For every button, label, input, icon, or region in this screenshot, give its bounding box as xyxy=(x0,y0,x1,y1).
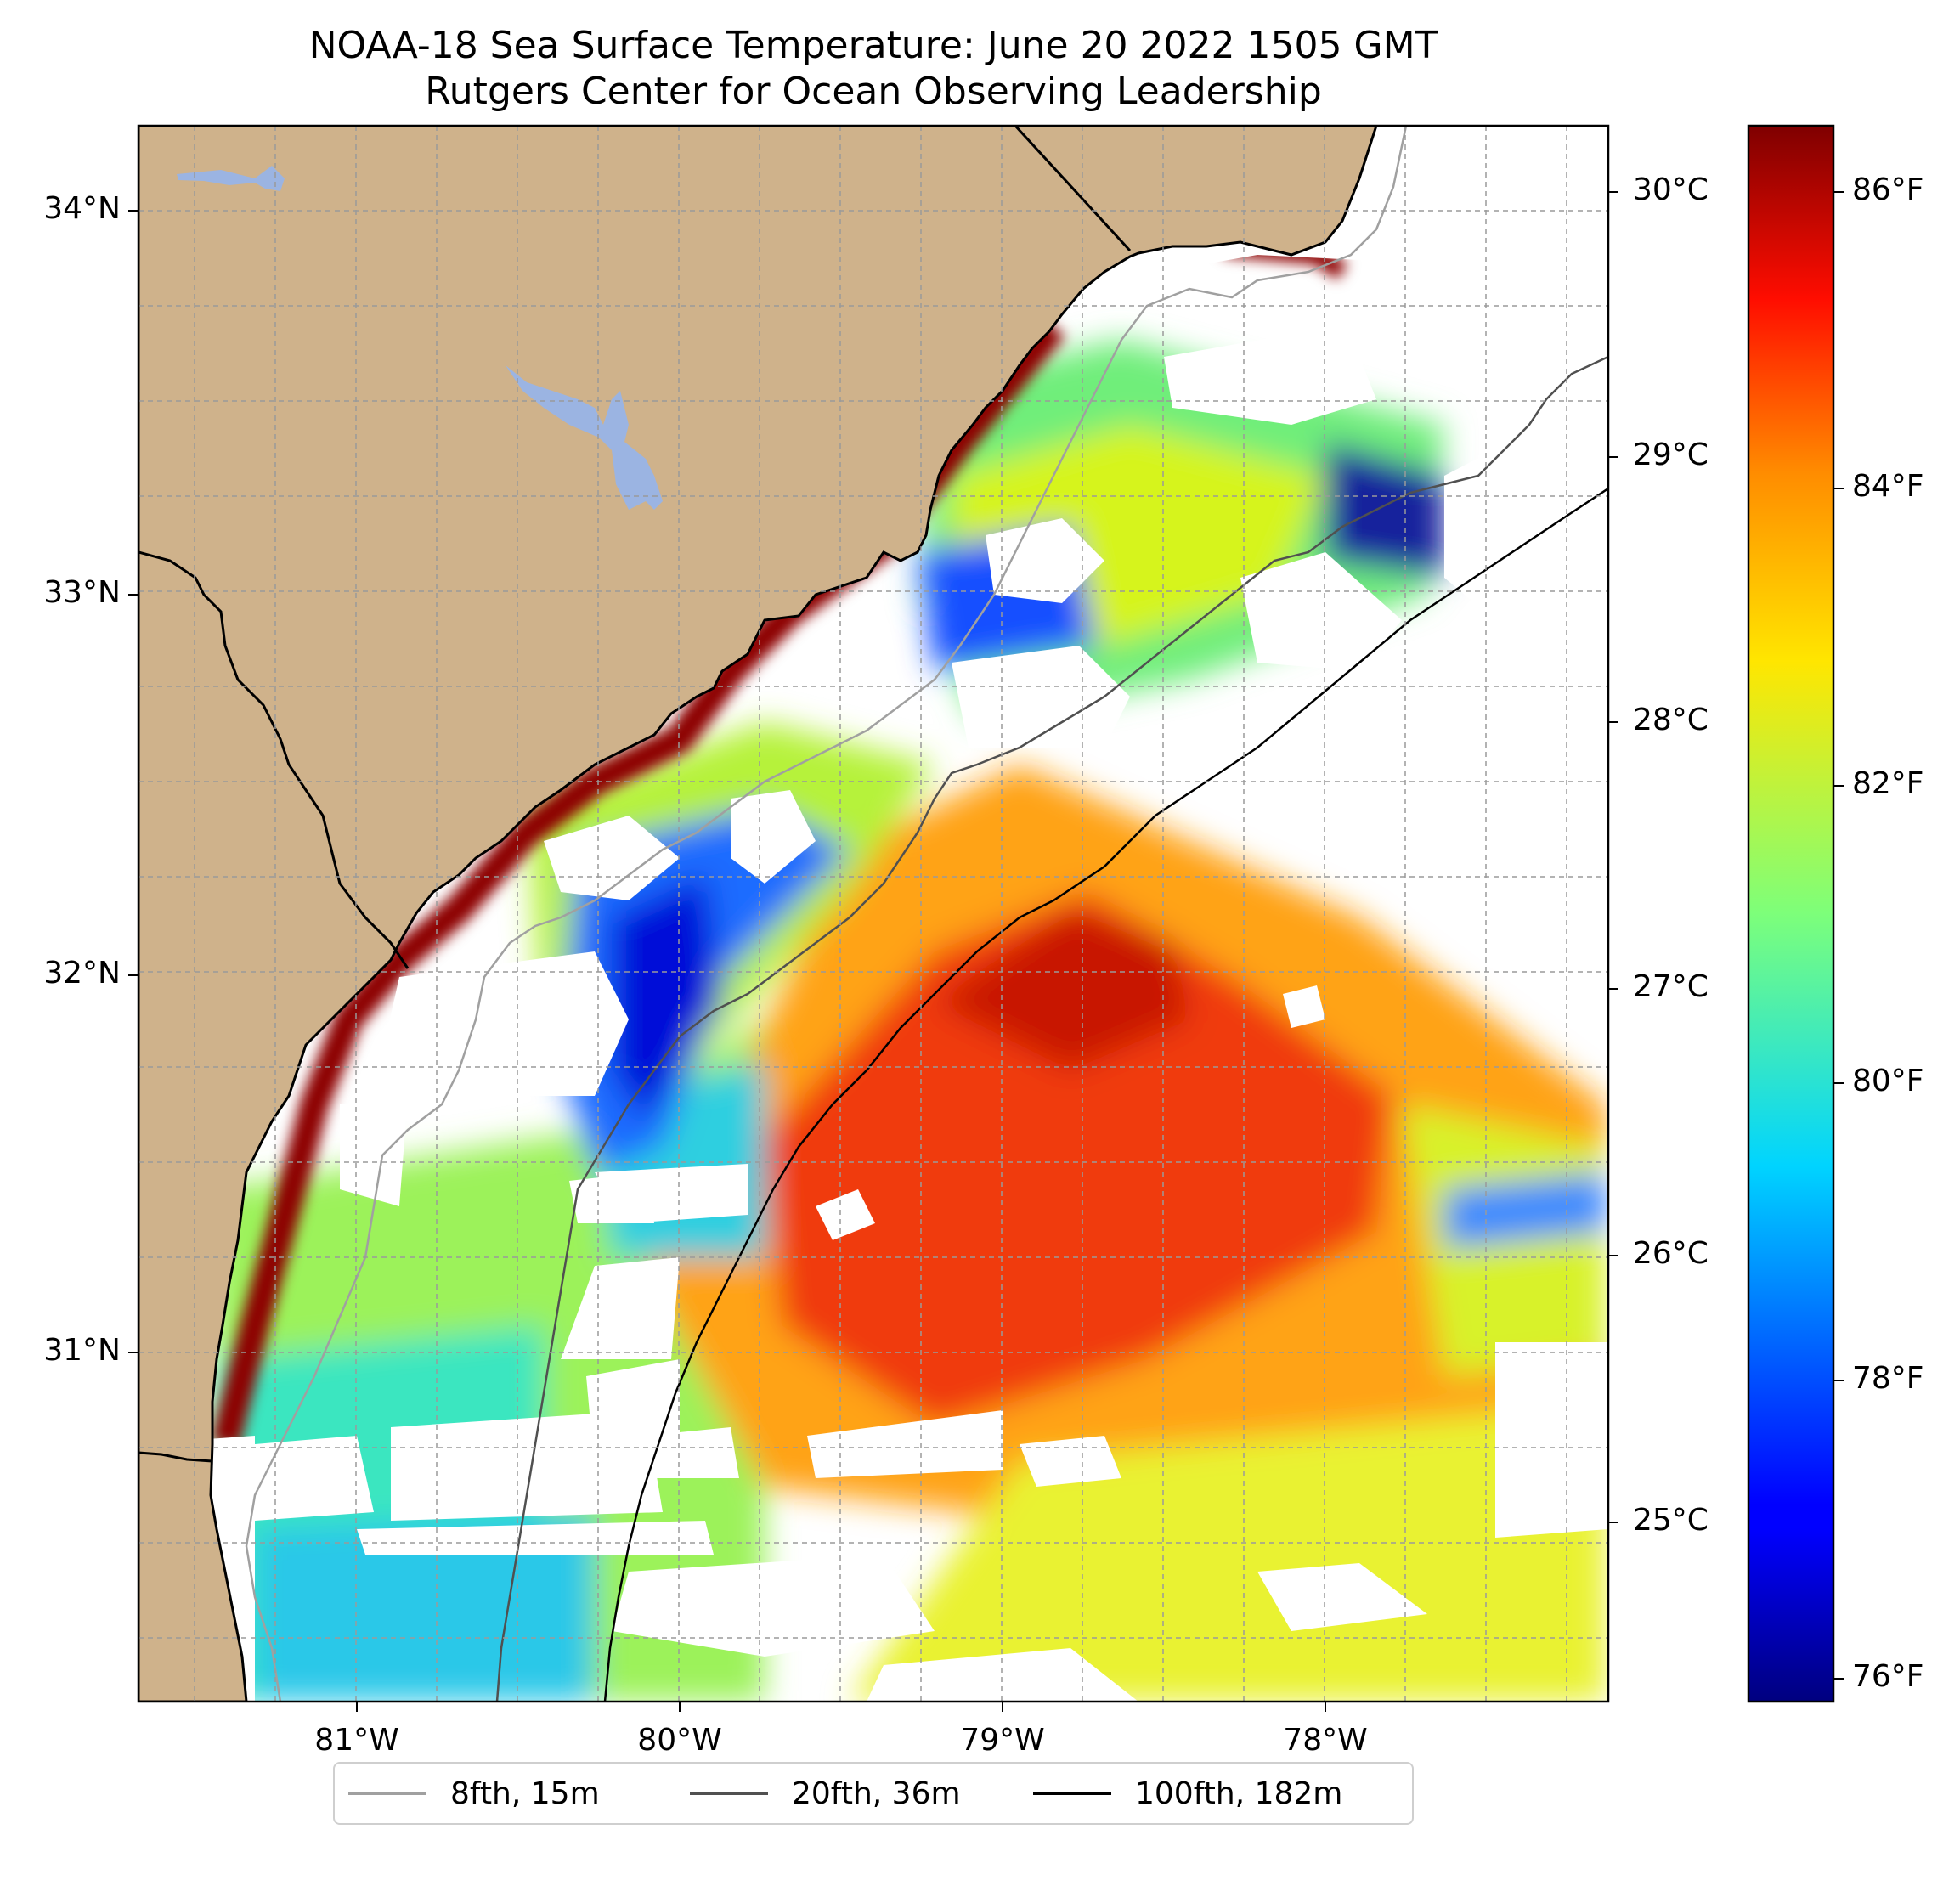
legend-item-100fth: 100fth, 182m xyxy=(1033,1764,1342,1823)
lat-label-34n: 34°N xyxy=(43,191,121,226)
contour-100fth xyxy=(603,487,1608,1702)
cbar-c-28: 28°C xyxy=(1633,703,1709,737)
cbar-c-25: 25°C xyxy=(1633,1503,1709,1538)
legend-item-8fth: 8fth, 15m xyxy=(348,1764,600,1823)
cbar-f-80: 80°F xyxy=(1852,1064,1924,1098)
cbar-f-76: 76°F xyxy=(1852,1659,1924,1694)
cbar-f-84: 84°F xyxy=(1852,469,1924,504)
cbar-c-26: 26°C xyxy=(1633,1236,1709,1271)
lon-label-81w: 81°W xyxy=(314,1723,399,1758)
chart-title: NOAA-18 Sea Surface Temperature: June 20… xyxy=(308,24,1438,67)
lon-label-79w: 79°W xyxy=(960,1723,1045,1758)
cbar-c-30: 30°C xyxy=(1633,172,1709,207)
lat-label-32n: 32°N xyxy=(43,956,121,991)
cbar-f-82: 82°F xyxy=(1852,766,1924,801)
legend-label-8fth: 8fth, 15m xyxy=(450,1776,600,1811)
legend-line-8fth xyxy=(348,1792,426,1795)
contour-8fth xyxy=(245,126,1408,1702)
gridlines xyxy=(138,126,1608,1702)
colorbar xyxy=(1747,124,1835,1703)
legend-line-100fth xyxy=(1033,1792,1111,1795)
colorbar-ticks xyxy=(1608,191,1844,1680)
lat-label-31n: 31°N xyxy=(43,1333,121,1368)
legend-line-20fth xyxy=(690,1792,768,1795)
cbar-f-86: 86°F xyxy=(1852,172,1924,207)
chart-subtitle: Rutgers Center for Ocean Observing Leade… xyxy=(425,70,1322,113)
contour-legend: 8fth, 15m 20fth, 36m 100fth, 182m xyxy=(333,1762,1414,1825)
lat-label-33n: 33°N xyxy=(43,575,121,610)
legend-label-100fth: 100fth, 182m xyxy=(1135,1776,1343,1811)
map-frame xyxy=(137,124,1610,1703)
lon-label-78w: 78°W xyxy=(1283,1723,1368,1758)
cbar-f-78: 78°F xyxy=(1852,1361,1924,1396)
axis-ticks xyxy=(128,210,1326,1712)
lon-label-80w: 80°W xyxy=(637,1723,722,1758)
cbar-c-27: 27°C xyxy=(1633,969,1709,1004)
legend-item-20fth: 20fth, 36m xyxy=(690,1764,961,1823)
land-mass xyxy=(138,126,1378,1702)
cbar-c-29: 29°C xyxy=(1633,438,1709,472)
map-plot-area xyxy=(138,126,1608,1702)
state-borders xyxy=(138,126,1132,1463)
legend-label-20fth: 20fth, 36m xyxy=(792,1776,961,1811)
